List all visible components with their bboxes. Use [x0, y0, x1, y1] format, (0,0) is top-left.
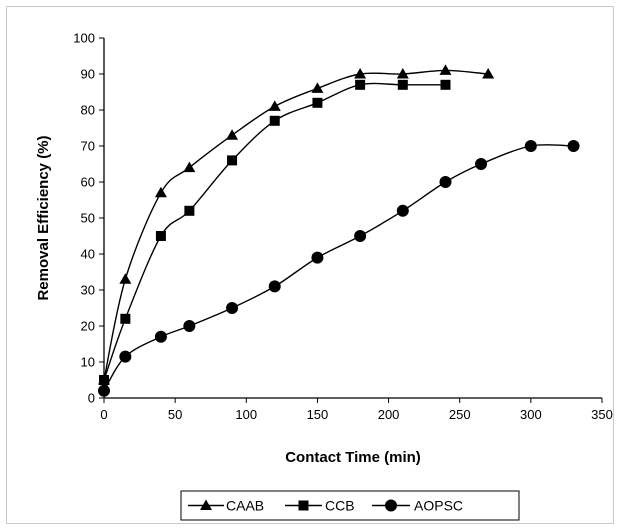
y-tick-label: 20 — [81, 319, 95, 334]
data-point-ccb — [355, 79, 366, 90]
legend: CAAB CCB AOPSC — [180, 490, 520, 521]
data-point-ccb — [155, 231, 166, 241]
x-axis-title: Contact Time (min) — [285, 449, 421, 466]
series-caab — [98, 64, 495, 385]
data-point-aopsc — [354, 230, 367, 242]
data-point-ccb — [184, 205, 195, 216]
y-tick-label: 50 — [81, 211, 95, 226]
series-ccb — [99, 79, 451, 385]
x-tick-label: 150 — [307, 407, 329, 422]
data-point-ccb — [99, 375, 109, 385]
data-point-caab — [311, 82, 324, 93]
series-aopsc — [98, 140, 580, 397]
y-axis-ticks: 0 10 20 30 40 50 60 70 80 90 100 — [73, 31, 104, 406]
data-point-aopsc — [439, 176, 452, 188]
legend-box — [180, 490, 520, 521]
data-point-caab — [268, 100, 281, 111]
legend-label-aopsc: AOPSC — [414, 498, 463, 514]
data-point-aopsc — [524, 140, 537, 152]
data-point-aopsc — [226, 302, 239, 314]
x-tick-label: 350 — [591, 407, 613, 422]
data-point-aopsc — [98, 384, 110, 397]
x-axis-ticks: 0 50 100 150 200 250 300 350 — [100, 398, 613, 422]
legend-label-ccb: CCB — [325, 498, 355, 514]
x-tick-label: 0 — [100, 407, 107, 422]
data-point-caab — [396, 68, 409, 79]
legend-marker-ccb — [298, 500, 309, 511]
data-point-caab — [154, 186, 167, 198]
data-point-ccb — [269, 115, 280, 126]
axes — [103, 38, 602, 399]
y-tick-label: 40 — [81, 247, 95, 262]
data-point-ccb — [120, 313, 131, 324]
legend-marker-aopsc — [385, 499, 397, 512]
y-tick-label: 80 — [81, 103, 95, 118]
chart-frame — [6, 6, 614, 524]
data-point-aopsc — [268, 280, 281, 293]
y-tick-label: 10 — [81, 355, 95, 370]
data-point-caab — [119, 273, 132, 284]
y-tick-label: 70 — [81, 139, 95, 154]
data-point-aopsc — [154, 330, 167, 343]
y-tick-label: 90 — [81, 67, 95, 82]
y-tick-label: 60 — [81, 175, 95, 190]
series-line-caab — [103, 69, 489, 381]
x-tick-label: 300 — [520, 407, 542, 422]
data-point-ccb — [312, 97, 323, 108]
data-point-aopsc — [183, 320, 196, 332]
data-point-caab — [354, 68, 367, 79]
legend-item-caab: CAAB — [188, 498, 264, 514]
legend-item-ccb: CCB — [285, 498, 355, 514]
legend-label-caab: CAAB — [226, 498, 264, 514]
series-line-ccb — [103, 82, 446, 381]
series-line-aopsc — [103, 143, 574, 392]
x-tick-label: 50 — [168, 407, 182, 422]
data-point-aopsc — [567, 140, 580, 152]
y-axis-title: Removal Efficiency (%) — [35, 135, 52, 300]
x-tick-label: 200 — [378, 407, 400, 422]
y-tick-label: 30 — [81, 283, 95, 298]
data-point-aopsc — [119, 350, 132, 363]
y-tick-label: 0 — [88, 391, 95, 406]
data-point-ccb — [227, 155, 238, 166]
x-tick-label: 250 — [449, 407, 471, 422]
y-tick-label: 100 — [73, 31, 95, 46]
data-point-caab — [226, 129, 239, 140]
series-layer — [98, 64, 580, 397]
data-point-caab — [439, 64, 452, 75]
data-point-aopsc — [475, 158, 488, 170]
legend-item-aopsc: AOPSC — [372, 498, 463, 514]
legend-marker-caab — [200, 499, 212, 510]
data-point-caab — [482, 68, 495, 79]
data-point-caab — [183, 161, 196, 173]
x-tick-label: 100 — [235, 407, 257, 422]
data-point-ccb — [397, 79, 408, 90]
data-point-aopsc — [396, 204, 409, 217]
data-point-ccb — [440, 79, 451, 90]
data-point-aopsc — [311, 251, 324, 264]
